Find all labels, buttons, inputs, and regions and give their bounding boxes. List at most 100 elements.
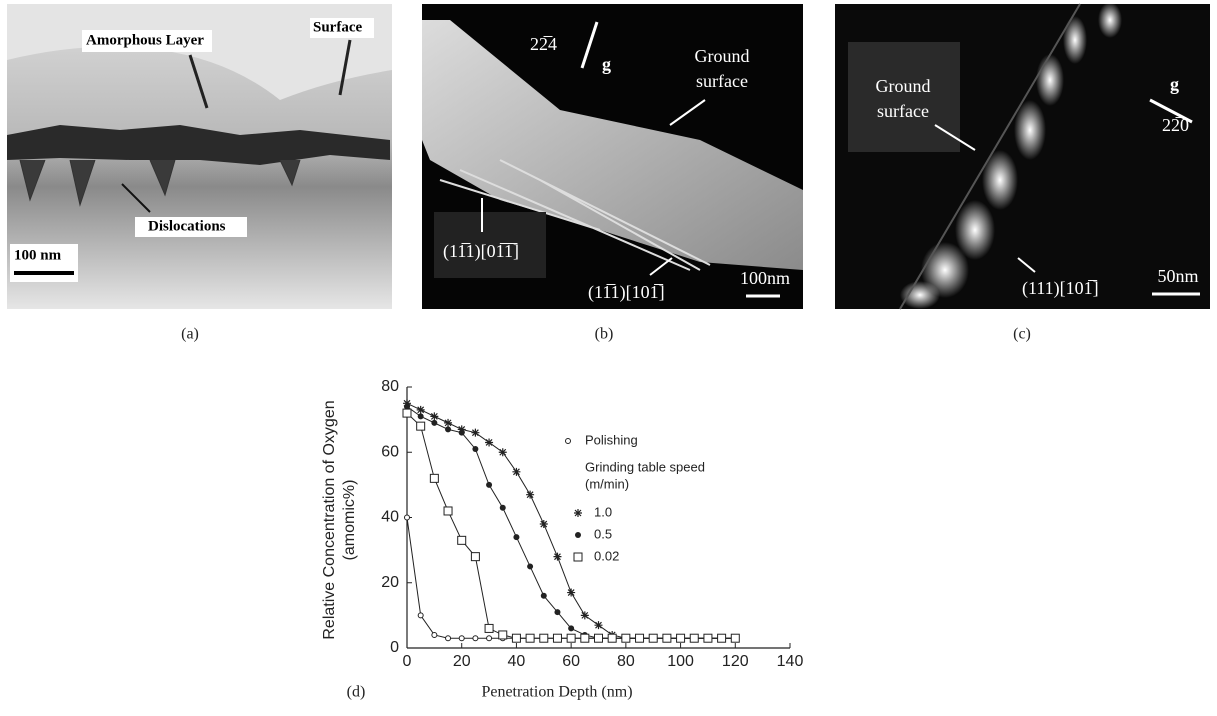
y-tick-label: 60 [381, 443, 399, 460]
point [622, 634, 630, 642]
panel-a: Amorphous Layer Surface Dislocations 100… [7, 4, 392, 343]
point [663, 634, 671, 642]
caption: (d) [347, 684, 366, 701]
point [677, 634, 685, 642]
point [513, 534, 519, 540]
label: surface [877, 101, 929, 121]
series-line [407, 407, 735, 639]
legend-marker [574, 553, 582, 561]
x-tick-label: 20 [453, 653, 471, 670]
x-tick-label: 0 [403, 653, 412, 670]
point [430, 474, 438, 482]
point [554, 609, 560, 615]
label: (111)[101̅] [1022, 278, 1099, 299]
series-line [407, 403, 735, 638]
series-line [407, 413, 735, 638]
point [472, 446, 478, 452]
point [512, 468, 520, 476]
label: surface [696, 71, 748, 91]
y-axis-title: (amomic%) [341, 480, 358, 561]
x-axis-title: Penetration Depth (nm) [481, 684, 632, 701]
point [567, 589, 575, 597]
point [541, 593, 547, 599]
point [430, 412, 438, 420]
point [581, 634, 589, 642]
series-line [407, 518, 735, 639]
y-tick-label: 20 [381, 574, 399, 591]
label: Ground [876, 76, 931, 96]
x-tick-label: 100 [667, 653, 694, 670]
label-box [848, 42, 960, 152]
point [459, 636, 464, 641]
label: (11̅1)[101̅] [588, 282, 665, 303]
label: 22̅4 [530, 34, 557, 54]
point [540, 520, 548, 528]
point [473, 636, 478, 641]
point [444, 507, 452, 515]
y-tick-label: 0 [390, 639, 399, 656]
caption: (b) [595, 326, 614, 343]
chart: Relative Concentration of Oxygen (amomic… [321, 378, 803, 700]
point [553, 634, 561, 642]
point [568, 625, 574, 631]
legend-label: 0.5 [594, 526, 612, 541]
scale-label: 100 nm [14, 247, 62, 263]
label: Ground [695, 46, 750, 66]
point [608, 634, 616, 642]
point [595, 621, 603, 629]
point [471, 553, 479, 561]
legend-marker [566, 439, 571, 444]
point [446, 636, 451, 641]
point [512, 634, 520, 642]
point [704, 634, 712, 642]
label: Amorphous Layer [86, 32, 204, 48]
point [417, 422, 425, 430]
point [690, 634, 698, 642]
point [540, 634, 548, 642]
point [567, 634, 575, 642]
point [418, 413, 424, 419]
x-tick-label: 40 [508, 653, 526, 670]
y-axis-title: Relative Concentration of Oxygen [321, 400, 338, 639]
y-tick-label: 40 [381, 509, 399, 526]
point [499, 631, 507, 639]
point [526, 634, 534, 642]
label: 22̅0 [1162, 115, 1189, 135]
x-tick-label: 80 [617, 653, 635, 670]
point [526, 491, 534, 499]
point [731, 634, 739, 642]
legend-title: Grinding table speed [585, 459, 705, 474]
point [500, 505, 506, 511]
label: (11̅1)[01̅1̅] [443, 241, 519, 262]
label: Surface [313, 19, 362, 35]
figure: Amorphous Layer Surface Dislocations 100… [0, 0, 1217, 711]
legend-label: 1.0 [594, 504, 612, 519]
x-tick-label: 120 [722, 653, 749, 670]
point [418, 613, 423, 618]
point [444, 419, 452, 427]
scale-label: 50nm [1157, 266, 1198, 286]
legend-marker [574, 509, 582, 517]
point [432, 632, 437, 637]
y-tick-label: 80 [381, 378, 399, 395]
point [405, 515, 410, 520]
point [485, 624, 493, 632]
label: g [1170, 74, 1179, 94]
point [458, 536, 466, 544]
point [431, 420, 437, 426]
point [485, 438, 493, 446]
point [403, 409, 411, 417]
point [581, 611, 589, 619]
point [471, 429, 479, 437]
point [417, 406, 425, 414]
label: Dislocations [148, 218, 226, 234]
point [595, 634, 603, 642]
point [486, 482, 492, 488]
legend-marker [575, 532, 581, 538]
caption: (a) [181, 326, 199, 343]
point [459, 430, 465, 436]
point [718, 634, 726, 642]
point [527, 563, 533, 569]
label: g [602, 54, 611, 74]
scale-label: 100nm [740, 268, 790, 288]
